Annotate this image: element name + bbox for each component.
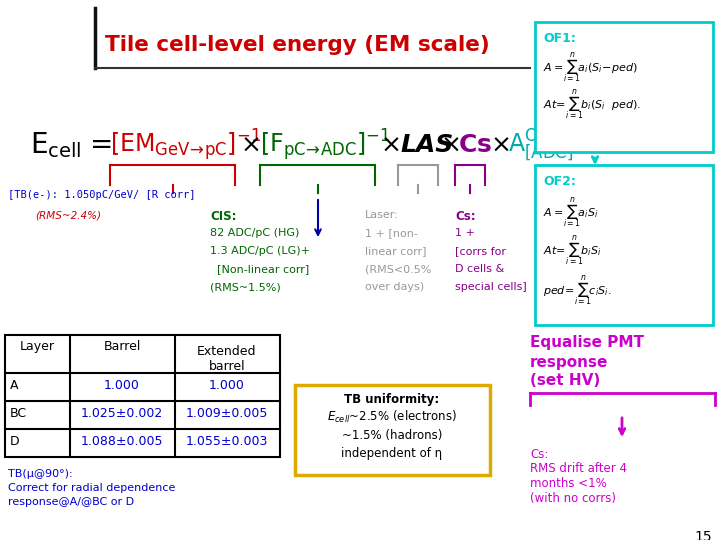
Text: [corrs for: [corrs for [455, 246, 506, 256]
Bar [5, 335, 280, 457]
Text: [TB(e-): 1.050pC/GeV/ [R corr]: [TB(e-): 1.050pC/GeV/ [R corr] [8, 190, 196, 200]
Text: Cs:: Cs: [455, 210, 476, 223]
Text: $A=\!\sum_{i=1}^{n}\!a_i(S_i\!-\!ped)$: $A=\!\sum_{i=1}^{n}\!a_i(S_i\!-\!ped)$ [543, 50, 637, 85]
Text: $\times$: $\times$ [440, 133, 459, 157]
Text: D cells &: D cells & [455, 264, 504, 274]
Text: OF2:: OF2: [543, 175, 576, 188]
Text: $At\!=\!\sum_{i=1}^{n}\!b_i(S_i\ \ ped).$: $At\!=\!\sum_{i=1}^{n}\!b_i(S_i\ \ ped).… [543, 87, 641, 122]
Text: response: response [530, 355, 608, 370]
Text: 1.025±0.002: 1.025±0.002 [81, 407, 163, 420]
Text: 15: 15 [694, 530, 712, 540]
Text: over days): over days) [365, 282, 424, 292]
Text: (RMS<0.5%: (RMS<0.5% [365, 264, 431, 274]
Text: 1.000: 1.000 [209, 379, 245, 392]
Text: TB(μ@90°):: TB(μ@90°): [8, 469, 73, 479]
Text: 1.3 ADC/pC (LG)+: 1.3 ADC/pC (LG)+ [210, 246, 310, 256]
Text: RMS drift after 4: RMS drift after 4 [530, 462, 627, 475]
Text: LAS: LAS [400, 133, 454, 157]
Text: $\mathbf{Cs}$: $\mathbf{Cs}$ [458, 133, 492, 157]
Text: 1.000: 1.000 [104, 379, 140, 392]
Text: $\mathsf{A}^{\mathsf{OFC}}_{\mathsf{[ADC]}}$: $\mathsf{A}^{\mathsf{OFC}}_{\mathsf{[ADC… [508, 127, 574, 163]
Text: [Non-linear corr]: [Non-linear corr] [210, 264, 310, 274]
Text: (RMS~2.4%): (RMS~2.4%) [35, 210, 101, 220]
Text: 1 + [non-: 1 + [non- [365, 228, 418, 238]
Text: independent of η: independent of η [341, 447, 443, 460]
Text: 82 ADC/pC (HG): 82 ADC/pC (HG) [210, 228, 300, 238]
Text: 1.088±0.005: 1.088±0.005 [81, 435, 163, 448]
Text: (with no corrs): (with no corrs) [530, 492, 616, 505]
Text: BC: BC [10, 407, 27, 420]
Text: $[\mathsf{EM}_{\mathsf{GeV}\!\rightarrow\!\mathsf{pC}}]^{-1}$: $[\mathsf{EM}_{\mathsf{GeV}\!\rightarrow… [110, 127, 261, 163]
Text: Laser:: Laser: [365, 210, 399, 220]
Text: $\times$: $\times$ [380, 133, 400, 157]
Text: $\times$: $\times$ [490, 133, 510, 157]
Text: $E_{cell}$~2.5% (electrons): $E_{cell}$~2.5% (electrons) [327, 409, 457, 425]
Bar [535, 165, 713, 325]
Bar [295, 385, 490, 475]
Text: Barrel: Barrel [103, 340, 140, 353]
Text: $At\!=\!\sum_{i=1}^{n}\!b_iS_i$: $At\!=\!\sum_{i=1}^{n}\!b_iS_i$ [543, 233, 601, 267]
Text: Layer: Layer [19, 340, 55, 353]
Text: $\mathsf{E}_{\mathsf{cell}}$: $\mathsf{E}_{\mathsf{cell}}$ [30, 130, 81, 160]
Text: (RMS~1.5%): (RMS~1.5%) [210, 282, 281, 292]
Text: $\times$: $\times$ [240, 133, 259, 157]
Bar [535, 22, 713, 152]
Text: =: = [90, 131, 113, 159]
Text: 1 +: 1 + [455, 228, 475, 238]
Text: linear corr]: linear corr] [365, 246, 426, 256]
Text: $A=\!\sum_{i=1}^{n}\!a_iS_i$: $A=\!\sum_{i=1}^{n}\!a_iS_i$ [543, 195, 598, 230]
Text: ~1.5% (hadrons): ~1.5% (hadrons) [342, 429, 442, 442]
Text: TB uniformity:: TB uniformity: [344, 393, 440, 406]
Text: CIS:: CIS: [210, 210, 236, 223]
Text: special cells]: special cells] [455, 282, 527, 292]
Text: D: D [10, 435, 19, 448]
Text: OF1:: OF1: [543, 32, 576, 45]
Text: Tile cell-level energy (EM scale): Tile cell-level energy (EM scale) [105, 35, 490, 55]
Text: 1.055±0.003: 1.055±0.003 [186, 435, 268, 448]
Text: Extended
barrel: Extended barrel [197, 345, 257, 373]
Text: (set HV): (set HV) [530, 373, 600, 388]
Text: response@A/@BC or D: response@A/@BC or D [8, 497, 134, 507]
Text: 1.009±0.005: 1.009±0.005 [186, 407, 268, 420]
Text: $ped\!=\!\sum_{i=1}^{n}\!c_iS_i.$: $ped\!=\!\sum_{i=1}^{n}\!c_iS_i.$ [543, 273, 611, 308]
Text: A: A [10, 379, 19, 392]
Text: Cs:: Cs: [530, 448, 549, 461]
Text: Equalise PMT: Equalise PMT [530, 335, 644, 350]
Text: Correct for radial dependence: Correct for radial dependence [8, 483, 176, 493]
Text: months <1%: months <1% [530, 477, 607, 490]
Text: $[\mathsf{F}_{\mathsf{pC}\!\rightarrow\!\mathsf{ADC}}]^{-1}$: $[\mathsf{F}_{\mathsf{pC}\!\rightarrow\!… [260, 127, 390, 163]
